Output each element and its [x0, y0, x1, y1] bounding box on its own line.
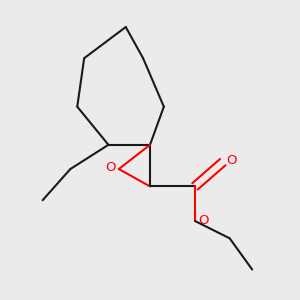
- Text: O: O: [105, 161, 116, 174]
- Text: O: O: [226, 154, 237, 167]
- Text: O: O: [198, 214, 209, 227]
